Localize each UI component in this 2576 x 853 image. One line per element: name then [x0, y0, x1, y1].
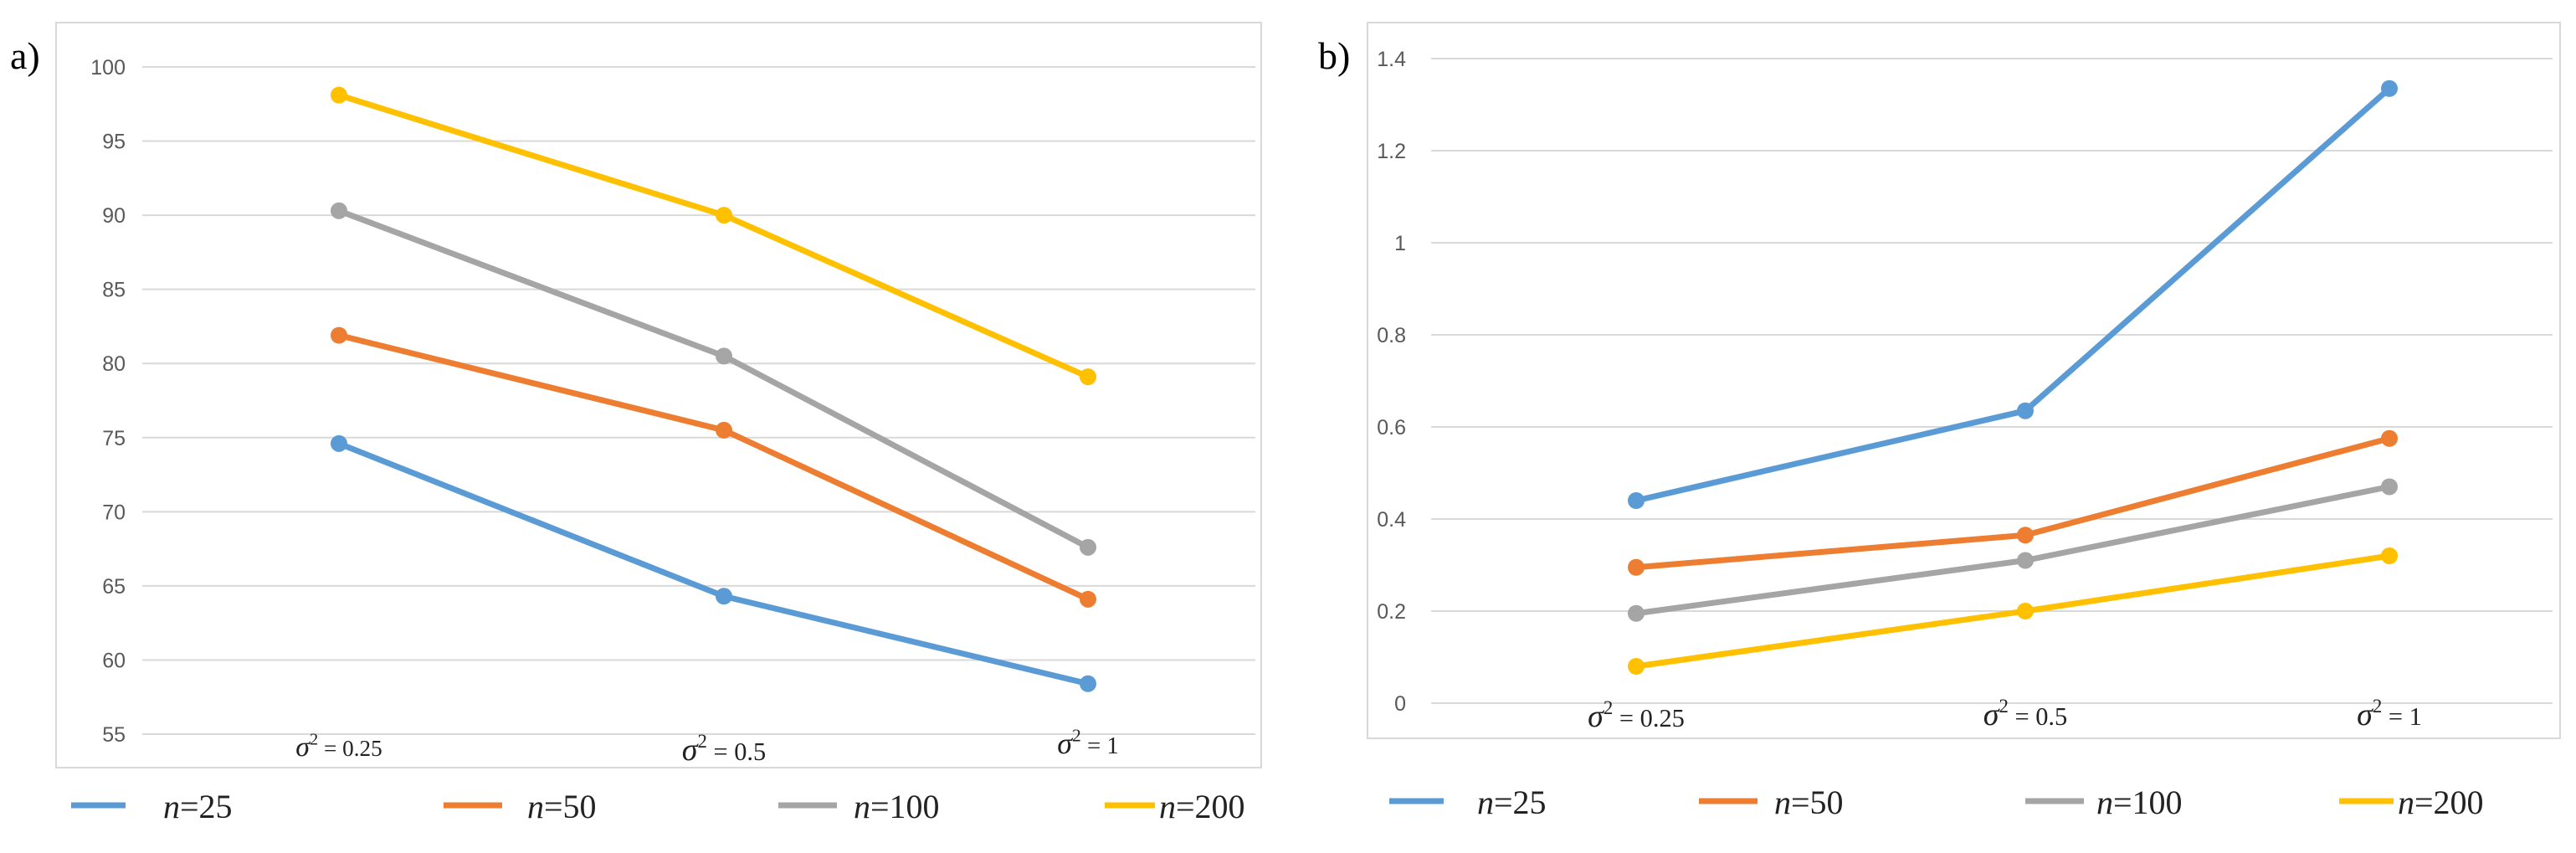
y-tick-label: 1.2: [1377, 140, 1406, 163]
y-tick-label: 1: [1394, 232, 1406, 255]
data-point: [1628, 558, 1645, 576]
y-tick-label: 0.2: [1377, 600, 1406, 624]
panel-a-chart: 55 60 65 70 75 80 85 90 95 100 σ2 = 0.25 σ2 = 0.5 σ2…: [71, 56, 1255, 825]
y-tick-label: 0.8: [1377, 324, 1406, 347]
x-tick-label: σ2 = 0.25: [295, 730, 382, 763]
data-point: [1628, 492, 1645, 509]
data-point: [331, 434, 347, 452]
legend-label: n=100: [2096, 784, 2183, 821]
data-point: [2381, 478, 2398, 496]
x-tick-label: σ2 = 0.5: [682, 731, 766, 768]
x-tick-label: σ2 = 0.25: [1588, 697, 1685, 734]
legend-label: n=50: [527, 788, 597, 825]
y-tick-label: 0.4: [1377, 508, 1406, 532]
legend-label: n=200: [1159, 788, 1245, 825]
y-tick-label: 95: [102, 131, 126, 154]
data-point: [2381, 80, 2398, 97]
data-point: [716, 347, 732, 365]
x-tick-label: σ2 = 1: [1057, 726, 1119, 760]
data-point: [1080, 675, 1096, 692]
y-tick-label: 0.6: [1377, 416, 1406, 439]
legend-label: n=25: [1477, 784, 1547, 821]
y-tick-label: 70: [102, 501, 126, 524]
y-tick-label: 90: [102, 204, 126, 228]
data-point: [331, 202, 347, 219]
legend-label: n=25: [163, 788, 233, 825]
data-point: [2017, 603, 2034, 619]
y-tick-label: 55: [102, 723, 126, 747]
data-point: [1080, 538, 1096, 556]
y-tick-label: 75: [102, 427, 126, 450]
data-point: [331, 86, 347, 104]
legend-label: n=50: [1774, 784, 1844, 821]
data-point: [331, 326, 347, 344]
data-point: [716, 421, 732, 439]
panel-a-frame: [55, 22, 1262, 768]
y-tick-label: 1.4: [1377, 48, 1406, 71]
data-point: [2017, 552, 2034, 569]
data-point: [716, 588, 732, 605]
y-tick-label: 60: [102, 649, 126, 672]
legend-label: n=200: [2398, 784, 2484, 821]
x-tick-label: σ2 = 0.5: [1983, 696, 2067, 732]
y-tick-label: 65: [102, 575, 126, 599]
data-point: [2017, 527, 2034, 544]
data-point: [1628, 658, 1645, 675]
data-point: [2381, 429, 2398, 447]
y-tick-label: 80: [102, 352, 126, 376]
legend-label: n=100: [854, 788, 940, 825]
panel-b-frame: [1367, 22, 2561, 739]
data-point: [2381, 547, 2398, 564]
data-point: [2017, 402, 2034, 419]
panel-a-label: a): [10, 34, 40, 77]
data-point: [1080, 368, 1096, 386]
data-point: [1628, 604, 1645, 622]
y-tick-label: 0: [1394, 692, 1406, 716]
data-point: [1080, 590, 1096, 608]
x-tick-label: σ2 = 1: [2357, 696, 2422, 732]
y-tick-label: 100: [90, 56, 126, 80]
panel-b-chart: 0 0.2 0.4 0.6 0.8 1 1.2 1.4 σ2 = 0.25 σ2 = 0.5 σ2 …: [1377, 48, 2553, 821]
panel-b-label: b): [1318, 34, 1350, 77]
data-point: [716, 207, 732, 224]
y-tick-label: 85: [102, 279, 126, 302]
